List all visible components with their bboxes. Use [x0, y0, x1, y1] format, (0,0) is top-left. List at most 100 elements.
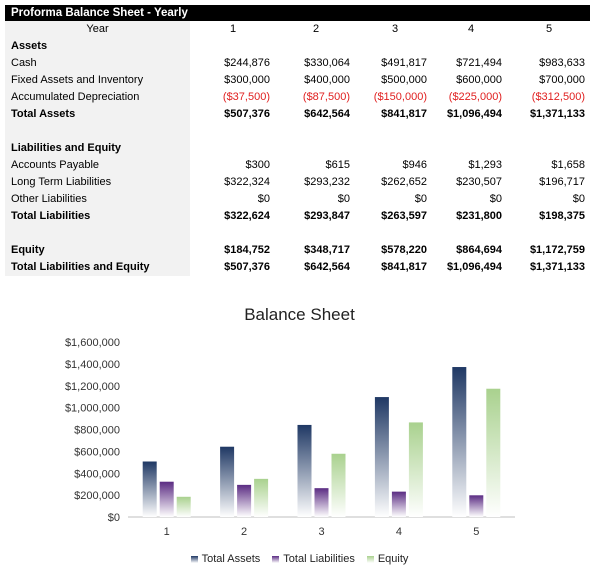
row-label: Other Liabilities — [5, 191, 190, 208]
x-tick-label: 3 — [318, 526, 324, 538]
sheet-body: Year 1 2 3 4 5 Assets Cash $244,876 $330,064 $491,… — [5, 21, 590, 276]
table-cell: $300,000 — [224, 74, 270, 86]
x-tick-label: 2 — [241, 526, 247, 538]
legend-label: Total Assets — [201, 553, 261, 565]
table-cell: $0 — [489, 193, 502, 205]
table-cell: $642,564 — [304, 261, 350, 273]
table-cell — [412, 140, 502, 157]
legend-label: Total Liabilities — [283, 553, 355, 565]
table-cell: $198,375 — [539, 210, 585, 222]
table-cell: $864,694 — [456, 244, 502, 256]
table-cell: $946 — [402, 159, 427, 171]
x-tick-label: 4 — [396, 526, 402, 538]
row-label: Liabilities and Equity — [5, 140, 190, 157]
row-label: Total Liabilities — [5, 208, 190, 225]
table-row: Total Assets $507,376 $642,564 $841,817 $1,0… — [5, 106, 590, 123]
legend-swatch — [272, 555, 280, 563]
table-row: Equity $184,752 $348,717 $578,220 $864,694 $1… — [5, 242, 590, 259]
y-tick-label: $1,600,000 — [65, 337, 120, 349]
row-label: Fixed Assets and Inventory — [5, 72, 190, 89]
table-cell — [180, 140, 270, 157]
year-header-3: 3 — [391, 23, 399, 35]
table-row: Total Liabilities $322,624 $293,847 $263,59… — [5, 208, 590, 225]
table-cell: $293,232 — [304, 176, 350, 188]
legend-swatch — [190, 555, 198, 563]
table-cell: $263,597 — [381, 210, 427, 222]
bar-equity — [176, 496, 191, 517]
x-tick-label: 1 — [164, 526, 170, 538]
row-label: Cash — [5, 55, 190, 72]
bar-total-liabilities — [237, 484, 252, 517]
y-tick-label: $400,000 — [74, 468, 120, 480]
table-cell: $507,376 — [224, 261, 270, 273]
table-cell: $1,096,494 — [446, 261, 502, 273]
table-cell — [495, 38, 585, 55]
row-label: Assets — [5, 38, 190, 55]
chart-title: Balance Sheet — [244, 305, 355, 324]
table-cell: $244,876 — [224, 57, 270, 69]
header-row: Year 1 2 3 4 5 — [5, 21, 590, 38]
table-cell: $615 — [325, 159, 350, 171]
table-cell: ($37,500) — [222, 91, 270, 103]
balance-sheet-table: Proforma Balance Sheet - Yearly Year 1 2 3 4… — [5, 5, 590, 276]
legend-label: Equity — [377, 553, 409, 565]
row-label — [5, 225, 190, 242]
year-header-1: 1 — [229, 23, 237, 35]
year-header-4: 4 — [467, 23, 475, 35]
bar-total-liabilities — [314, 488, 329, 517]
table-row — [5, 225, 590, 242]
chart-legend: Total Assets Total Liabilities Equity — [0, 553, 599, 565]
y-tick-label: $800,000 — [74, 425, 120, 437]
table-cell: $231,800 — [456, 210, 502, 222]
table-cell — [180, 38, 270, 55]
table-cell: $1,172,759 — [529, 244, 585, 256]
table-row — [5, 123, 590, 140]
bar-total-liabilities — [469, 495, 484, 517]
legend-swatch — [366, 555, 374, 563]
table-cell: $1,371,133 — [529, 261, 585, 273]
table-cell: $841,817 — [381, 108, 427, 120]
bar-total-assets — [142, 461, 157, 517]
table-cell: ($150,000) — [373, 91, 427, 103]
table-cell — [180, 225, 270, 242]
bar-total-liabilities — [391, 491, 406, 517]
table-cell: $0 — [337, 193, 350, 205]
table-cell: ($225,000) — [448, 91, 502, 103]
legend-item: Total Assets — [190, 553, 261, 565]
balance-sheet-chart: Balance Sheet $0 $200,000 $400,000 $600,000… — [0, 295, 599, 585]
year-header-5: 5 — [545, 23, 553, 35]
table-cell — [412, 38, 502, 55]
table-cell: ($87,500) — [302, 91, 350, 103]
table-row: Total Liabilities and Equity $507,376 $642… — [5, 259, 590, 276]
x-tick-label: 5 — [473, 526, 479, 538]
chart-plot: $0 $200,000 $400,000 $600,000 $800,000 $1,000… — [65, 337, 515, 538]
table-row: Cash $244,876 $330,064 $491,817 $721,494 $983… — [5, 55, 590, 72]
table-row: Assets — [5, 38, 590, 55]
table-cell: $300 — [245, 159, 270, 171]
table-cell: $642,564 — [304, 108, 350, 120]
bar-equity — [331, 453, 346, 517]
table-cell: $400,000 — [304, 74, 350, 86]
table-cell: $330,064 — [304, 57, 350, 69]
table-cell: $322,624 — [224, 210, 270, 222]
row-label: Accounts Payable — [5, 157, 190, 174]
table-cell: $230,507 — [456, 176, 502, 188]
year-header-2: 2 — [312, 23, 320, 35]
table-cell — [495, 225, 585, 242]
y-tick-label: $600,000 — [74, 446, 120, 458]
table-cell — [412, 225, 502, 242]
table-row: Liabilities and Equity — [5, 140, 590, 157]
bar-total-assets — [452, 367, 467, 517]
table-cell: $700,000 — [539, 74, 585, 86]
table-cell: $600,000 — [456, 74, 502, 86]
table-cell: $841,817 — [381, 261, 427, 273]
table-cell: $1,096,494 — [446, 108, 502, 120]
table-cell: $262,652 — [381, 176, 427, 188]
table-cell: $491,817 — [381, 57, 427, 69]
table-cell: $196,717 — [539, 176, 585, 188]
table-cell — [495, 123, 585, 140]
bar-equity — [408, 422, 423, 517]
bar-total-assets — [297, 424, 312, 517]
y-tick-label: $0 — [108, 512, 120, 524]
table-cell: $322,324 — [224, 176, 270, 188]
